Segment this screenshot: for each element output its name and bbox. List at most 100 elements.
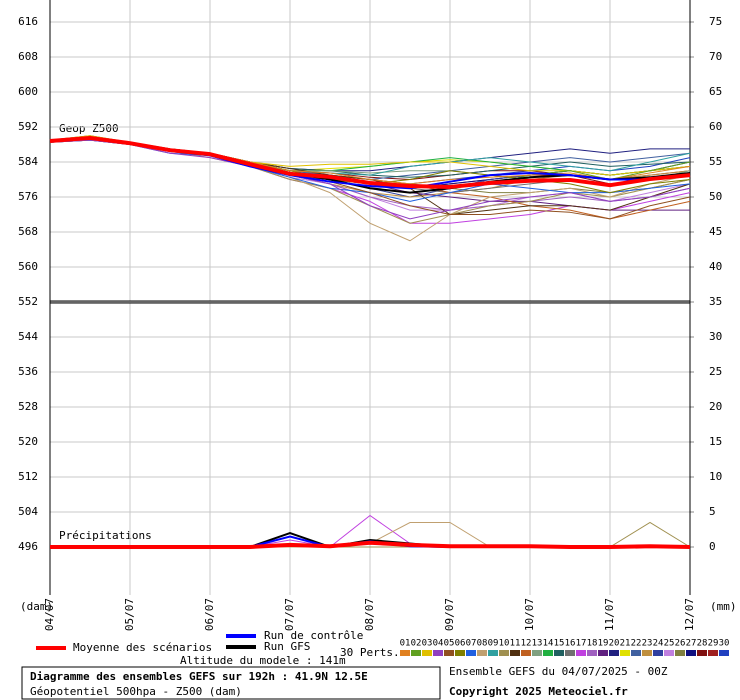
legend-swatch bbox=[642, 650, 652, 656]
legend-swatch bbox=[664, 650, 674, 656]
annotation: Geop Z500 bbox=[59, 122, 119, 135]
chart-title: Diagramme des ensembles GEFS sur 192h : … bbox=[30, 670, 368, 683]
legend-swatch bbox=[477, 650, 487, 656]
y-tick-label: 496 bbox=[18, 540, 38, 553]
legend-swatch bbox=[543, 650, 553, 656]
y-tick-label: 584 bbox=[18, 155, 38, 168]
legend-label: Run GFS bbox=[264, 640, 310, 653]
legend-label: 18 bbox=[587, 639, 598, 649]
title-box bbox=[21, 666, 441, 700]
y-tick-label: 616 bbox=[18, 15, 38, 28]
legend-swatch bbox=[499, 650, 509, 656]
y-tick-label: 592 bbox=[18, 120, 38, 133]
y-tick-label: 520 bbox=[18, 435, 38, 448]
legend-label: 06 bbox=[455, 639, 466, 649]
y2-tick-label: 30 bbox=[709, 330, 722, 343]
y-tick-label: 608 bbox=[18, 50, 38, 63]
legend-label: 17 bbox=[576, 639, 587, 649]
legend-swatch bbox=[719, 650, 729, 656]
legend-swatch bbox=[444, 650, 454, 656]
legend-label: 15 bbox=[554, 639, 565, 649]
legend-label: Moyenne des scénarios bbox=[73, 641, 212, 654]
legend-swatch bbox=[400, 650, 410, 656]
legend-swatch bbox=[422, 650, 432, 656]
z500-line bbox=[49, 139, 691, 220]
y-tick-label: 504 bbox=[18, 505, 38, 518]
y-tick-label: 568 bbox=[18, 225, 38, 238]
x-tick-label: 07/07 bbox=[283, 598, 296, 631]
legend-label: 11 bbox=[510, 639, 521, 649]
y2-tick-label: 60 bbox=[709, 120, 722, 133]
legend-label: 02 bbox=[411, 639, 422, 649]
legend-swatch bbox=[488, 650, 498, 656]
y2-tick-label: 50 bbox=[709, 190, 722, 203]
annotation: Précipitations bbox=[59, 529, 152, 542]
legend-swatch bbox=[675, 650, 685, 656]
chart-subtitle: Géopotentiel 500hpa - Z500 (dam) bbox=[30, 685, 242, 698]
legend-label: 29 bbox=[708, 639, 719, 649]
legend-swatch bbox=[455, 650, 465, 656]
legend-swatch bbox=[532, 650, 542, 656]
legend-label: 03 bbox=[422, 639, 433, 649]
legend-label: 10 bbox=[499, 639, 510, 649]
legend-label: 28 bbox=[697, 639, 708, 649]
y2-tick-label: 15 bbox=[709, 435, 722, 448]
legend-label: 07 bbox=[466, 639, 477, 649]
y-tick-label: 544 bbox=[18, 330, 38, 343]
y-tick-label: 528 bbox=[18, 400, 38, 413]
y2-tick-label: 40 bbox=[709, 260, 722, 273]
y2-tick-label: 0 bbox=[709, 540, 716, 553]
legend-label: 23 bbox=[642, 639, 653, 649]
legend-label: 05 bbox=[444, 639, 455, 649]
legend-label: 19 bbox=[598, 639, 609, 649]
legend-label: 16 bbox=[565, 639, 576, 649]
legend-swatch bbox=[554, 650, 564, 656]
legend-swatch bbox=[466, 650, 476, 656]
legend-swatch bbox=[631, 650, 641, 656]
legend-label: 12 bbox=[521, 639, 532, 649]
x-tick-label: 08/07 bbox=[363, 598, 376, 631]
legend-label: 20 bbox=[609, 639, 620, 649]
legend-swatch bbox=[411, 650, 421, 656]
x-tick-label: 09/07 bbox=[443, 598, 456, 631]
y2-tick-label: 70 bbox=[709, 50, 722, 63]
x-tick-label: 12/07 bbox=[683, 598, 696, 631]
legend-swatch bbox=[587, 650, 597, 656]
y2-tick-label: 35 bbox=[709, 295, 722, 308]
legend-label: 30 bbox=[719, 639, 730, 649]
legend-swatch bbox=[565, 650, 575, 656]
legend-label: 27 bbox=[686, 639, 697, 649]
y-tick-label: 512 bbox=[18, 470, 38, 483]
legend-label: 09 bbox=[488, 639, 499, 649]
legend-label: 01 bbox=[400, 639, 411, 649]
legend-swatch bbox=[697, 650, 707, 656]
legend-label: 25 bbox=[664, 639, 675, 649]
legend-swatch bbox=[576, 650, 586, 656]
x-tick-label: 06/07 bbox=[203, 598, 216, 631]
legend-label: Run de contrôle bbox=[264, 629, 363, 642]
y2-tick-label: 65 bbox=[709, 85, 722, 98]
legend-label: 26 bbox=[675, 639, 686, 649]
y2-tick-label: 75 bbox=[709, 15, 722, 28]
x-tick-label: 11/07 bbox=[603, 598, 616, 631]
x-tick-label: 05/07 bbox=[123, 598, 136, 631]
legend-swatch bbox=[521, 650, 531, 656]
y-tick-label: 560 bbox=[18, 260, 38, 273]
y-tick-label: 536 bbox=[18, 365, 38, 378]
legend-swatch bbox=[620, 650, 630, 656]
perts-label: 30 Perts. bbox=[340, 646, 400, 659]
legend-label: 22 bbox=[631, 639, 642, 649]
legend-label: 14 bbox=[543, 639, 554, 649]
y2-tick-label: 25 bbox=[709, 365, 722, 378]
y-tick-label: 600 bbox=[18, 85, 38, 98]
y2-tick-label: 5 bbox=[709, 505, 716, 518]
x-tick-label: 04/07 bbox=[43, 598, 56, 631]
y-tick-label: 552 bbox=[18, 295, 38, 308]
y-tick-label: 576 bbox=[18, 190, 38, 203]
y2-tick-label: 45 bbox=[709, 225, 722, 238]
copyright: Copyright 2025 Meteociel.fr bbox=[449, 685, 628, 698]
z500-line bbox=[49, 135, 691, 189]
legend-swatch bbox=[708, 650, 718, 656]
legend-swatch bbox=[598, 650, 608, 656]
